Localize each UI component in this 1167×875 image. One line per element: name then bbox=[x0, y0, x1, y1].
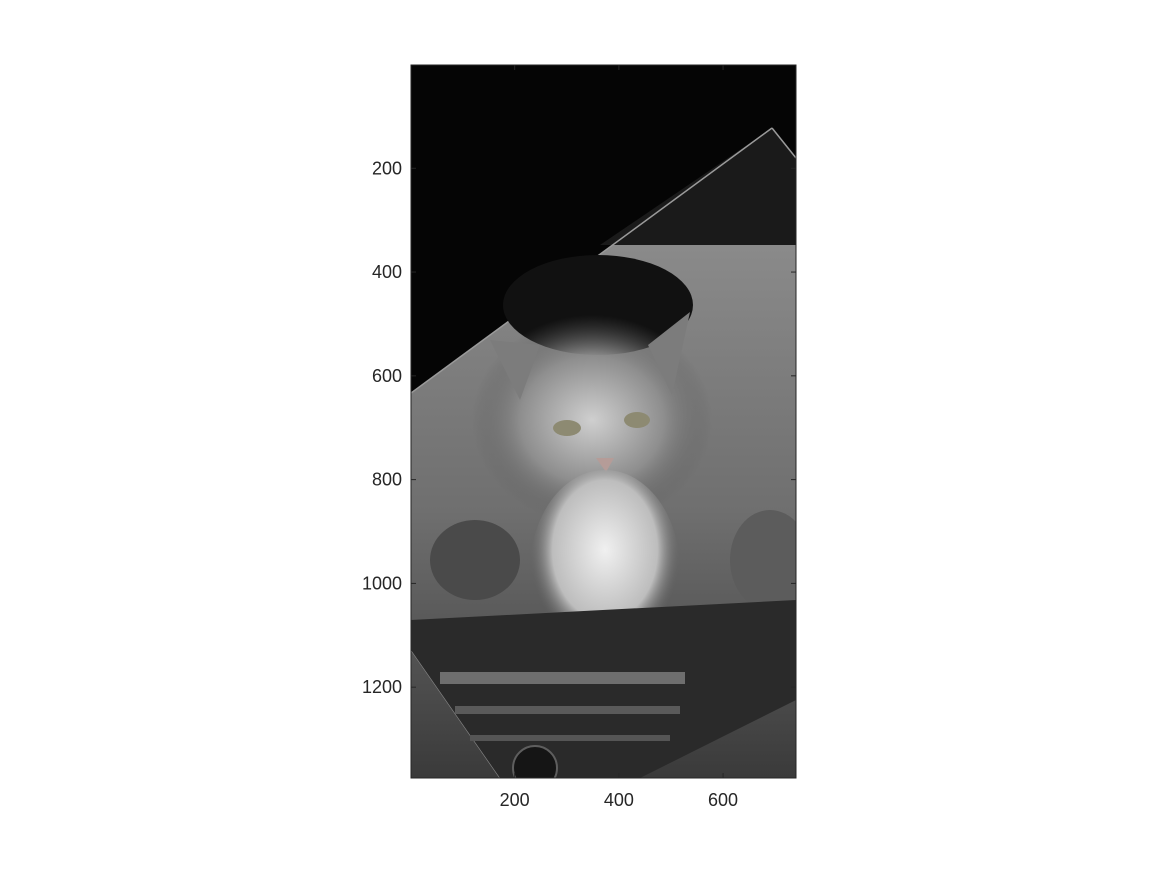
y-tick-label: 200 bbox=[372, 158, 402, 178]
x-tick-label: 600 bbox=[708, 790, 738, 810]
y-tick-label: 400 bbox=[372, 262, 402, 282]
hybrid-cat-image bbox=[411, 65, 796, 778]
y-tick-label: 1000 bbox=[362, 573, 402, 593]
x-axis-ticks: 200 400 600 bbox=[500, 65, 738, 810]
y-axis-ticks: 200 400 600 800 1000 1200 bbox=[362, 158, 796, 697]
y-tick-label: 800 bbox=[372, 470, 402, 490]
axes-frame bbox=[410, 64, 797, 779]
x-tick-label: 400 bbox=[604, 790, 634, 810]
y-tick-label: 1200 bbox=[362, 677, 402, 697]
x-tick-label: 200 bbox=[500, 790, 530, 810]
y-tick-label: 600 bbox=[372, 366, 402, 386]
